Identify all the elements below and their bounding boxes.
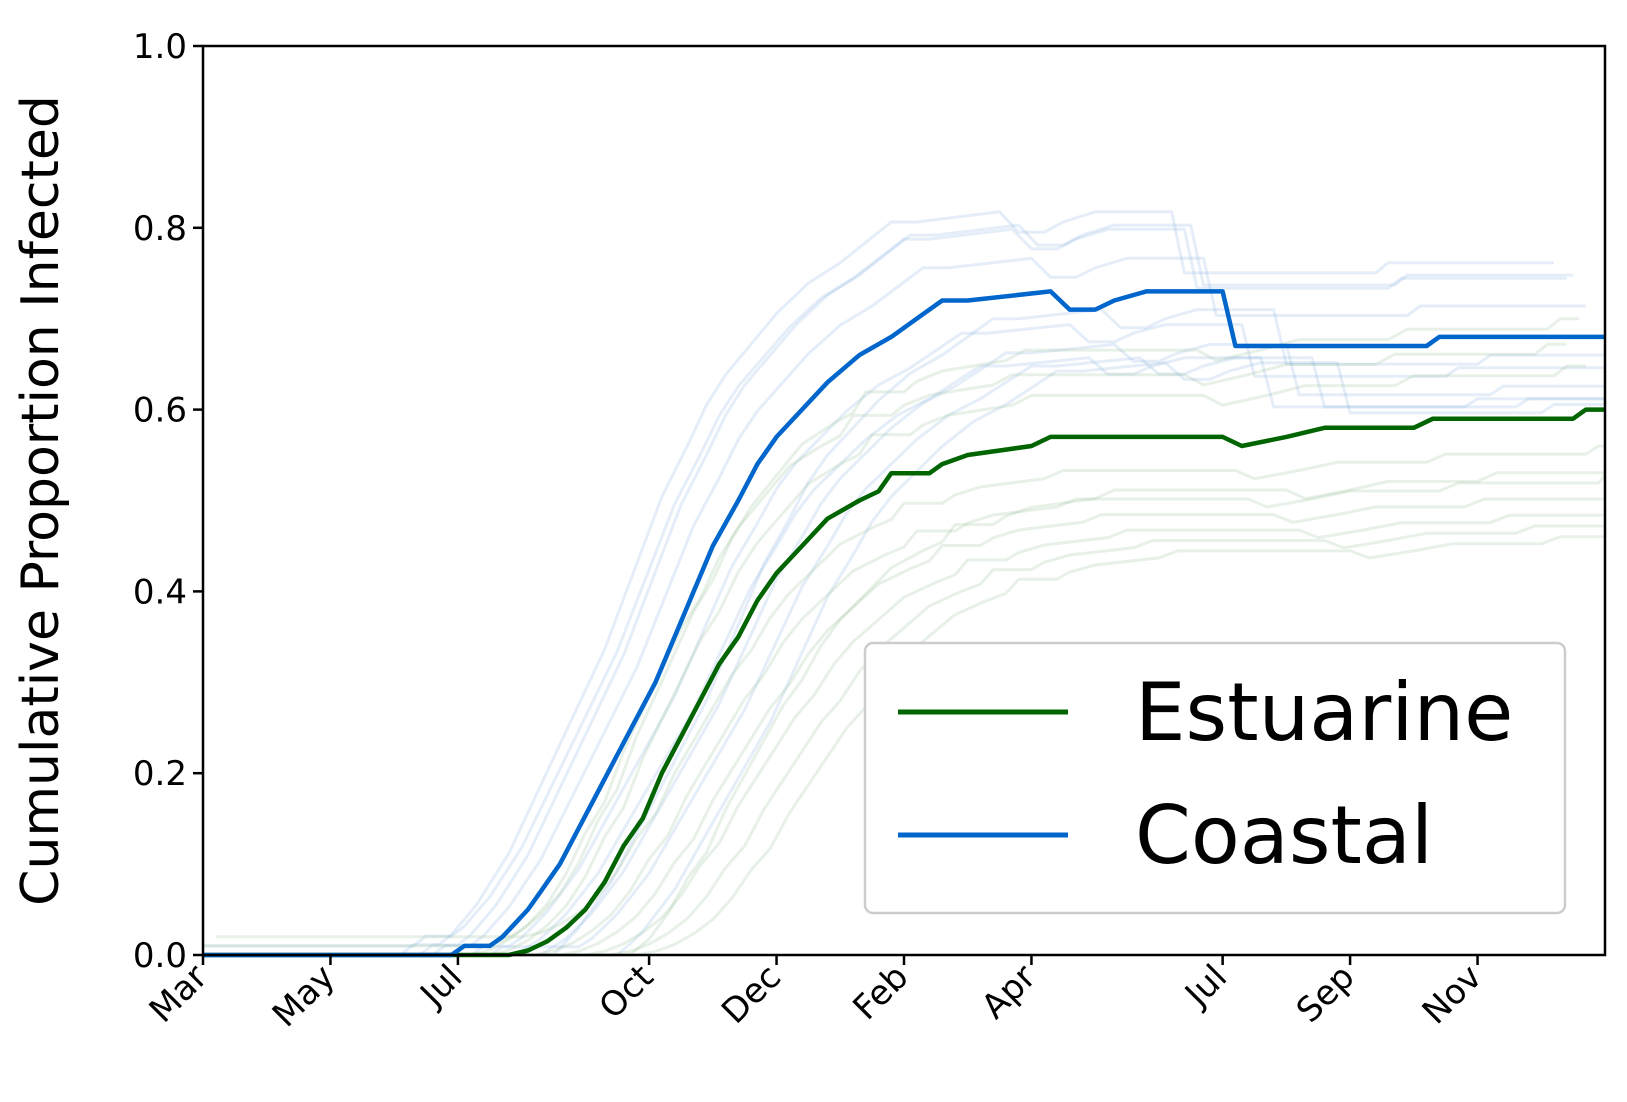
estuarine-simulation-line [330, 529, 1607, 957]
estuarine-simulation-line [203, 342, 1567, 957]
x-tick-label: Jul [1176, 957, 1235, 1016]
y-axis: 0.0 0.2 0.4 0.6 0.8 1.0 [133, 27, 203, 976]
coastal-simulation-line [241, 356, 1605, 957]
series-lines [203, 289, 1605, 958]
estuarine-simulation-line [254, 491, 1607, 957]
x-axis: Mar May Jul Oct Dec Feb Apr Jul Sep Nov [142, 955, 1490, 1035]
x-tick-label: Sep [1289, 957, 1363, 1031]
series-line-estuarine [203, 407, 1605, 958]
coastal-simulation-line [222, 323, 1605, 957]
x-tick-label: May [265, 957, 343, 1035]
coastal-simulation-line [254, 308, 1605, 957]
x-tick-label: Apr [974, 957, 1044, 1027]
y-tick-label: 0.4 [133, 572, 187, 612]
x-tick-label: Nov [1415, 957, 1490, 1032]
legend: Estuarine Coastal [863, 641, 1567, 915]
coastal-simulation-line [203, 223, 1574, 957]
legend-label-coastal: Coastal [1135, 789, 1433, 882]
estuarine-simulation-line [279, 507, 1607, 957]
estuarine-simulation-line [266, 464, 1607, 957]
y-tick-label: 0.6 [133, 391, 187, 431]
coastal-simulation-line [317, 361, 1605, 957]
y-tick-label: 1.0 [133, 27, 187, 67]
x-tick-label: Feb [846, 957, 917, 1028]
y-tick-label: 0.0 [133, 936, 187, 976]
legend-label-estuarine: Estuarine [1135, 666, 1513, 759]
coastal-simulation-line [266, 343, 1605, 957]
coastal-simulation-line [292, 356, 1605, 957]
estuarine-simulation-line [228, 474, 1607, 957]
coastal-simulation-line [203, 227, 1567, 948]
x-tick-label: Oct [592, 957, 662, 1027]
x-tick-label: Jul [412, 957, 471, 1016]
coastal-simulation-line [203, 256, 1586, 957]
y-axis-title: Cumulative Proportion Infected [11, 95, 71, 906]
x-tick-label: Dec [714, 957, 789, 1032]
y-tick-label: 0.2 [133, 754, 187, 794]
series-line-coastal [203, 289, 1605, 958]
y-tick-label: 0.8 [133, 209, 187, 249]
estuarine-simulation-line [203, 364, 1586, 957]
coastal-simulation-line [203, 210, 1554, 957]
estuarine-simulation-line [203, 317, 1580, 948]
simulation-bands [203, 210, 1607, 957]
estuarine-simulation-line [305, 518, 1607, 957]
